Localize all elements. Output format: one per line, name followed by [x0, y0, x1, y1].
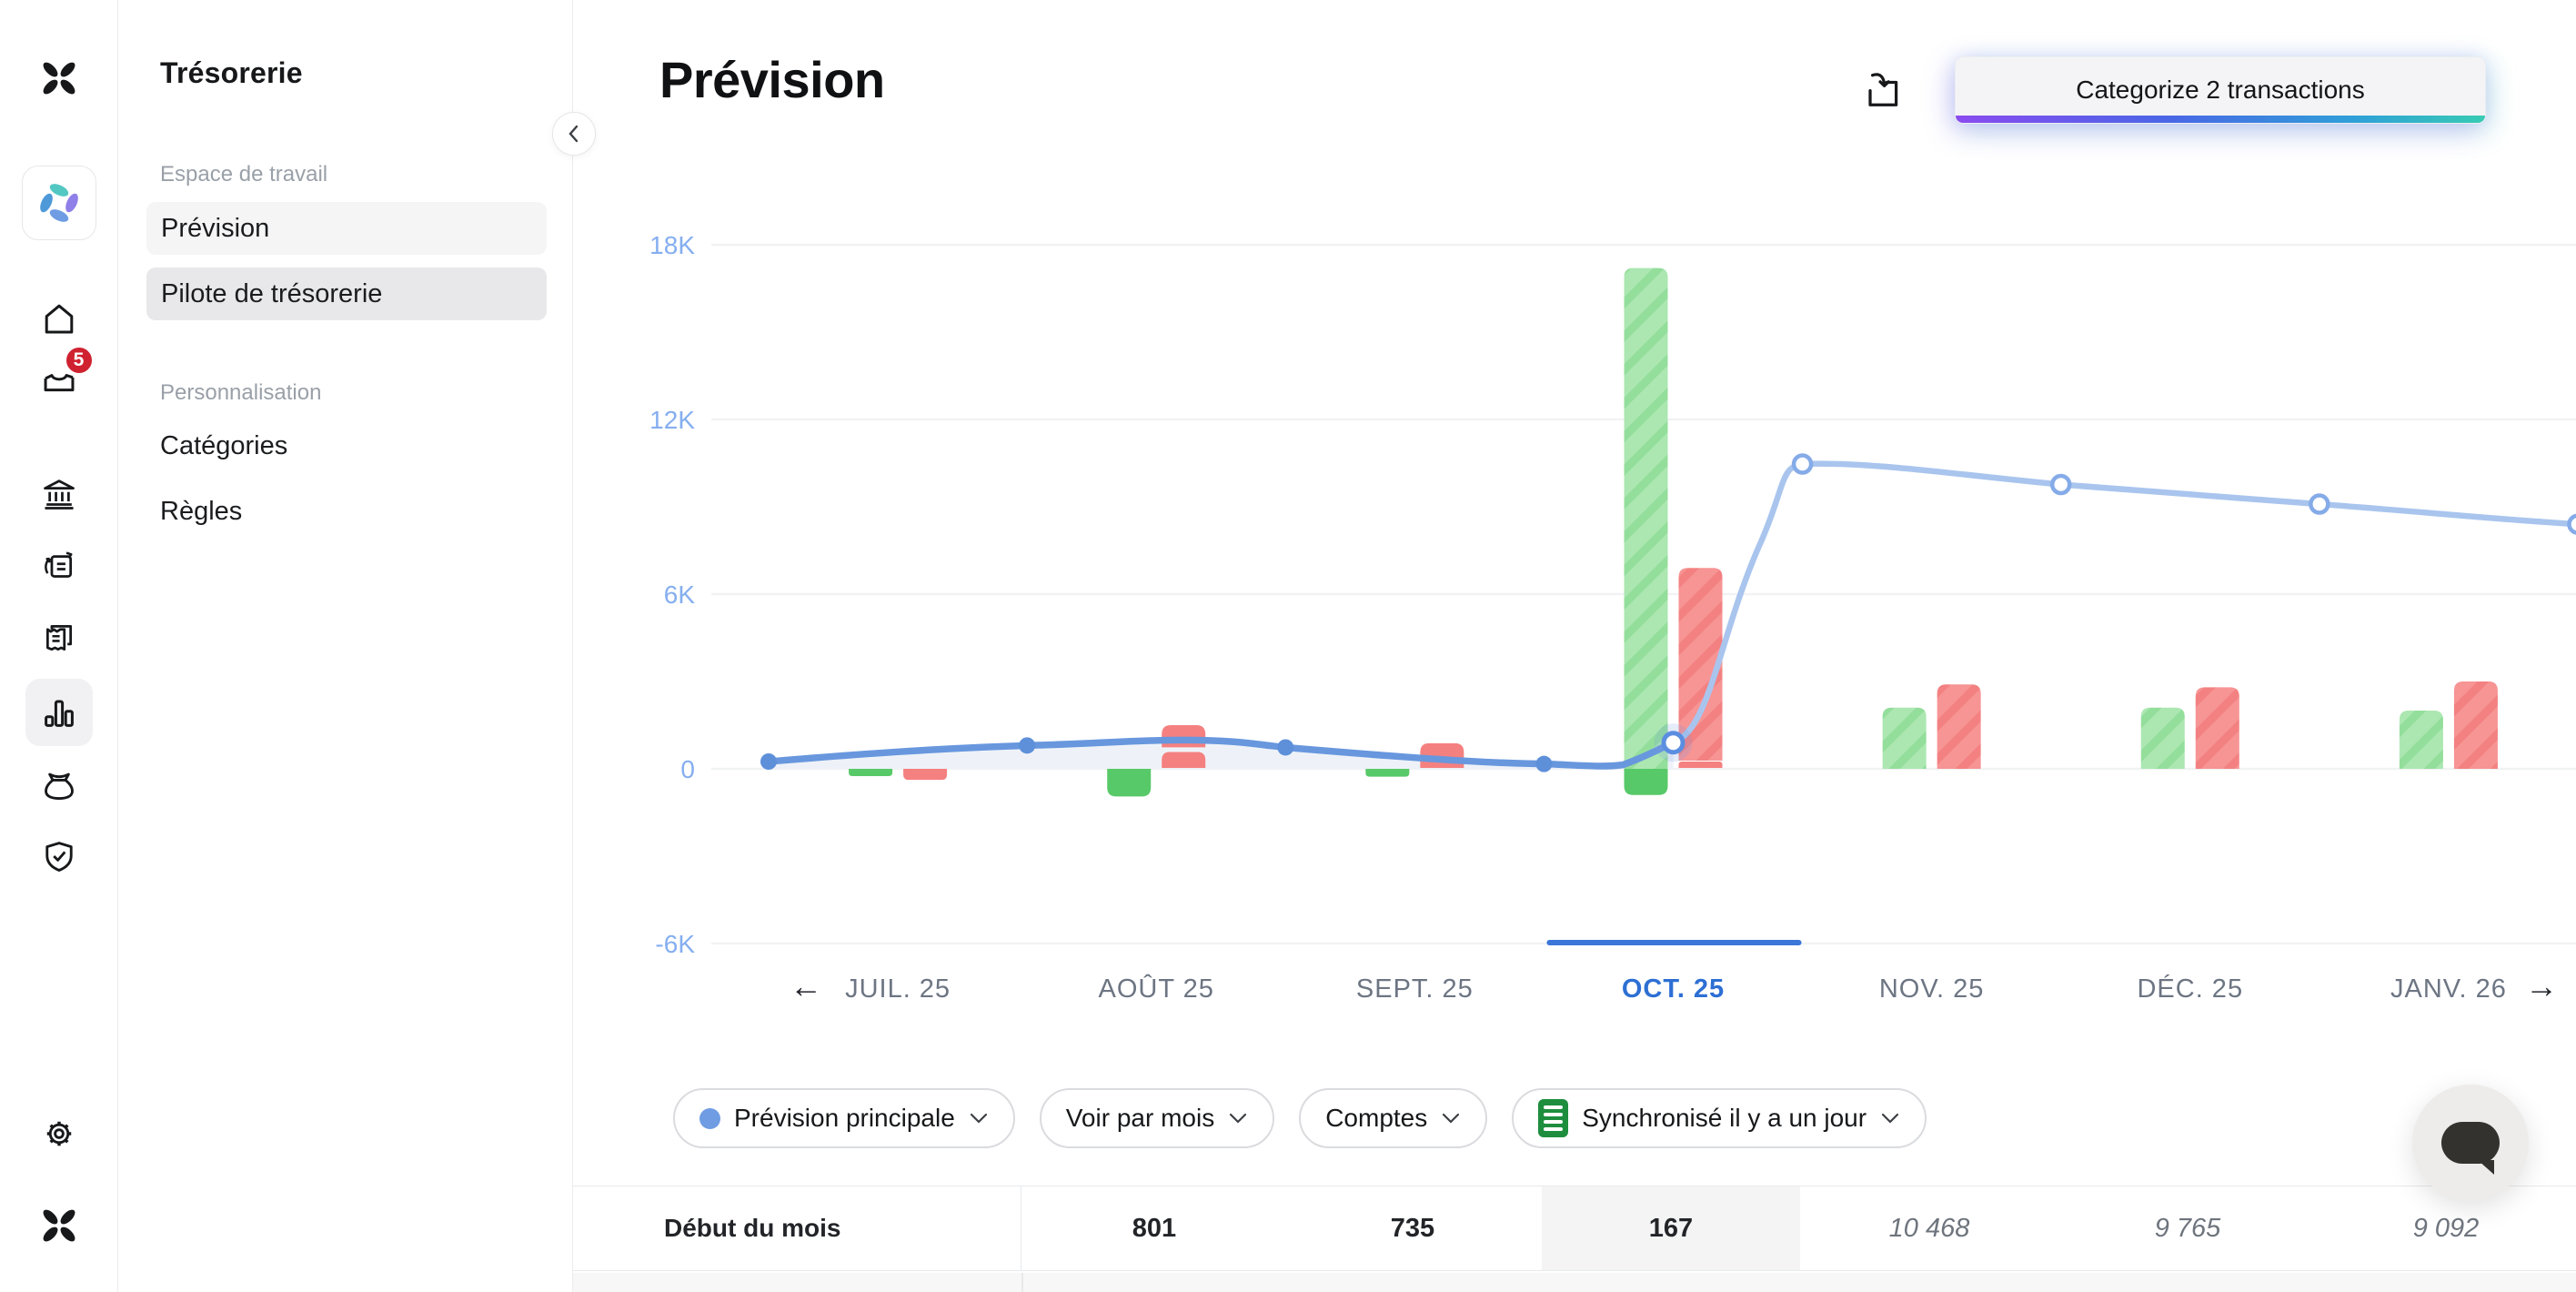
sidebar-title: Trésorerie: [160, 56, 303, 89]
main-content: Prévision Categorize 2 transactions 18K 1…: [569, 0, 2576, 1292]
cash-out-bar: [1162, 752, 1206, 769]
receipts-icon[interactable]: [38, 617, 80, 659]
month-tab-1[interactable]: JUIL. 25: [845, 974, 951, 1004]
section-header-personnalisation: Personnalisation: [160, 380, 322, 405]
bank-icon[interactable]: [38, 473, 80, 515]
today-marker[interactable]: [1661, 731, 1685, 755]
month-tab-3[interactable]: SEPT. 25: [1356, 974, 1474, 1004]
balance-dot-forecast: [1791, 453, 1814, 475]
forecast-select[interactable]: Prévision principale: [673, 1088, 1015, 1148]
balance-dot-forecast: [2309, 493, 2330, 515]
chevron-down-icon: [1881, 1113, 1899, 1124]
cash-out-bar: [2195, 687, 2239, 769]
sidebar-item-prevision[interactable]: Prévision: [146, 202, 547, 255]
sidebar-item-regles[interactable]: Règles: [160, 497, 243, 526]
y-axis-tick: -6K: [655, 930, 695, 958]
balance-dot-actual: [760, 753, 777, 770]
cash-out-bar: [2453, 681, 2498, 769]
section-header-workspace: Espace de travail: [160, 162, 328, 187]
cash-in-bar: [1624, 769, 1668, 795]
cash-in-bar: [2399, 711, 2443, 769]
forecast-line: [1670, 460, 2576, 746]
table-cell-dec[interactable]: 9 765: [2154, 1213, 2221, 1243]
home-icon[interactable]: [38, 298, 80, 339]
accounts-label: Comptes: [1325, 1104, 1428, 1132]
balance-dot-forecast: [2567, 513, 2576, 535]
forecast-select-label: Prévision principale: [734, 1104, 955, 1132]
cash-in-bar: [1882, 707, 1927, 769]
y-axis-tick: 6K: [664, 580, 696, 609]
chat-bubble-icon: [2441, 1122, 2500, 1175]
icon-rail: 5: [0, 0, 118, 1292]
cash-out-bar: [1678, 762, 1723, 769]
inbox-icon[interactable]: 5: [38, 345, 95, 399]
month-tab-7[interactable]: JANV. 26: [2390, 974, 2507, 1004]
month-tab-4[interactable]: OCT. 25: [1622, 974, 1725, 1004]
table-cell-sept[interactable]: 735: [1390, 1213, 1435, 1243]
next-month-arrow[interactable]: →: [2525, 967, 2558, 1004]
row-label: Début du mois: [569, 1186, 1021, 1270]
cash-in-bar: [2140, 707, 2185, 769]
transfers-icon[interactable]: [38, 545, 80, 587]
chevron-left-icon: [569, 125, 579, 143]
month-tab-6[interactable]: DÉC. 25: [2137, 974, 2243, 1004]
footer-logo-icon: [38, 1205, 80, 1247]
y-axis-tick: 18K: [649, 231, 695, 259]
chat-launcher-button[interactable]: [2412, 1085, 2529, 1201]
cash-out-bar: [1937, 684, 1981, 769]
balance-dot-actual: [1019, 737, 1036, 754]
page-title: Prévision: [659, 51, 885, 108]
cash-in-bar: [849, 769, 893, 776]
month-tab-5[interactable]: NOV. 25: [1879, 974, 1985, 1004]
settings-gear-icon[interactable]: [38, 1113, 80, 1155]
chevron-down-icon: [1230, 1113, 1247, 1124]
start-of-month-row: Début du mois 801 735 167 10 468 9 765 9…: [569, 1186, 2576, 1271]
month-tab-2[interactable]: AOÛT 25: [1099, 973, 1214, 1004]
cash-in-bar: [1107, 769, 1152, 797]
sync-status-select[interactable]: Synchronisé il y a un jour: [1512, 1088, 1927, 1148]
sync-status-label: Synchronisé il y a un jour: [1582, 1104, 1867, 1132]
selected-month-underline: [1546, 940, 1802, 945]
view-by-select[interactable]: Voir par mois: [1039, 1088, 1275, 1148]
chart-filters: Prévision principale Voir par mois Compt…: [673, 1088, 1927, 1148]
next-table-row-partial: [569, 1272, 2576, 1292]
cash-in-bar: [1365, 769, 1410, 777]
forecast-dot-icon: [699, 1107, 720, 1129]
inbox-badge: 5: [63, 345, 95, 376]
sidebar-item-categories[interactable]: Catégories: [160, 431, 288, 460]
export-icon[interactable]: [1856, 62, 1908, 115]
cash-out-bar: [1162, 725, 1206, 748]
sidebar-item-pilote[interactable]: Pilote de trésorerie: [146, 267, 547, 320]
y-axis-tick: 0: [680, 755, 695, 783]
balance-dot-actual: [1277, 739, 1294, 756]
balance-dot-actual: [1535, 755, 1553, 772]
cash-out-bar: [903, 769, 948, 781]
view-by-label: Voir par mois: [1065, 1104, 1215, 1132]
accounts-select[interactable]: Comptes: [1299, 1088, 1488, 1148]
chevron-down-icon: [970, 1113, 987, 1124]
treasury-sidebar: Trésorerie Espace de travail Prévision P…: [119, 0, 573, 1292]
forecast-chart: 18K 12K 6K 0 -6K JUIL. 25 AOÛT 25 SEPT. 25 OCT.…: [649, 231, 2576, 1004]
budget-bag-icon[interactable]: [38, 763, 80, 805]
sidebar-collapse-button[interactable]: [552, 112, 596, 156]
prev-month-arrow[interactable]: ←: [790, 967, 822, 1004]
cash-in-bar: [1624, 267, 1668, 770]
table-cell-nov[interactable]: 10 468: [1888, 1213, 1970, 1243]
table-cell-aout[interactable]: 801: [1132, 1213, 1177, 1243]
spreadsheet-icon: [1538, 1099, 1569, 1137]
chevron-down-icon: [1443, 1113, 1460, 1124]
table-cell-oct[interactable]: 167: [1542, 1186, 1800, 1270]
workspace-switcher[interactable]: [21, 166, 96, 240]
app-logo-icon[interactable]: [38, 57, 80, 99]
history-line: [765, 736, 1677, 770]
y-axis-tick: 12K: [649, 406, 695, 434]
balance-dot-forecast: [2049, 473, 2072, 496]
cash-out-bar: [1678, 568, 1723, 762]
security-shield-icon[interactable]: [38, 835, 80, 877]
table-cell-janv[interactable]: 9 092: [2412, 1213, 2480, 1243]
categorize-transactions-button[interactable]: Categorize 2 transactions: [1955, 56, 2486, 124]
analytics-icon[interactable]: [25, 679, 93, 746]
